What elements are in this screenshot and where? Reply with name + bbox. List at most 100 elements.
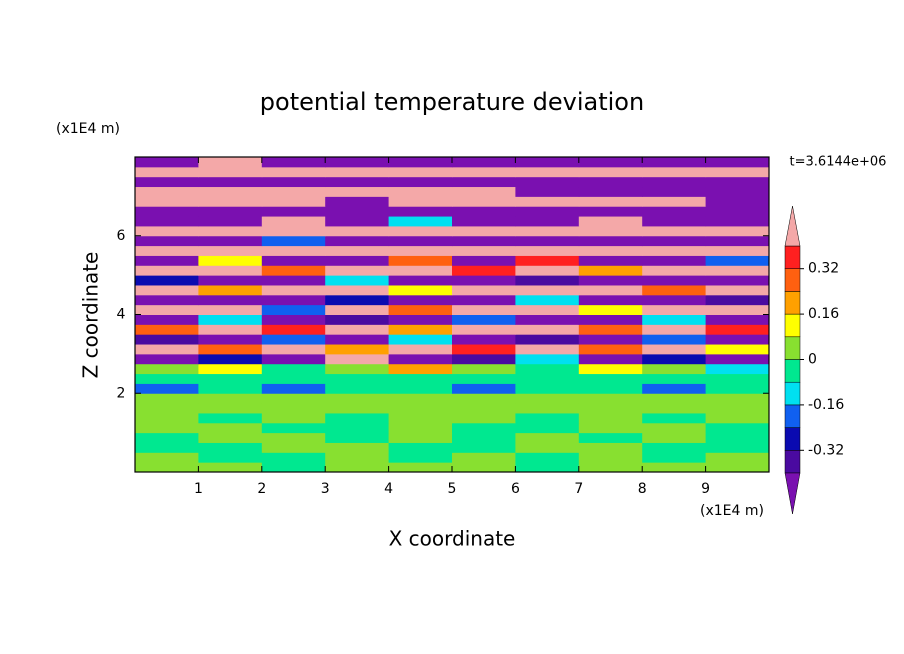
- contour-cell: [325, 403, 390, 414]
- contour-cell: [578, 412, 643, 424]
- contour-cell: [388, 176, 453, 188]
- contour-cell: [515, 166, 580, 178]
- contour-cell: [135, 176, 199, 188]
- contour-cell: [515, 265, 580, 276]
- colorbar-box: [784, 359, 801, 383]
- contour-cell: [261, 353, 326, 365]
- contour-cell: [578, 235, 643, 247]
- contour-cell: [325, 275, 390, 286]
- contour-cell: [135, 452, 199, 463]
- contour-cell: [198, 442, 263, 453]
- contour-cell: [325, 245, 390, 256]
- contour-cell: [325, 216, 390, 227]
- y-tick-label: 6: [117, 228, 126, 244]
- contour-cell: [452, 393, 516, 404]
- x-tick-label: 1: [194, 481, 203, 497]
- contour-cell: [198, 373, 263, 384]
- contour-cell: [261, 284, 326, 296]
- contour-cell: [325, 383, 390, 394]
- contour-cell: [705, 225, 770, 237]
- contour-cell: [515, 442, 580, 453]
- contour-cell: [325, 255, 390, 266]
- contour-cell: [261, 383, 326, 394]
- contour-cell: [325, 206, 390, 217]
- contour-cell: [452, 422, 516, 434]
- colorbar-box: [784, 427, 801, 451]
- colorbar-tick-label: 0: [808, 352, 817, 368]
- contour-cell: [325, 353, 390, 365]
- contour-cell: [705, 353, 770, 365]
- contour-cell: [578, 334, 643, 345]
- contour-cell: [515, 275, 580, 286]
- contour-cell: [515, 284, 580, 296]
- contour-cell: [135, 166, 199, 178]
- contour-cell: [515, 462, 580, 473]
- contour-cell: [452, 324, 516, 335]
- contour-cell: [705, 363, 770, 375]
- contour-cell: [388, 225, 453, 237]
- contour-cell: [578, 294, 643, 306]
- contour-cell: [198, 206, 263, 217]
- contour-cell: [578, 186, 643, 197]
- contour-cell: [642, 393, 707, 404]
- contour-cell: [325, 176, 390, 188]
- contour-cell: [261, 265, 326, 276]
- contour-cell: [261, 432, 326, 443]
- contour-cell: [388, 294, 453, 306]
- x-unit: (x1E4 m): [700, 503, 764, 519]
- contour-cell: [705, 255, 770, 266]
- contour-cell: [452, 186, 516, 197]
- contour-cell: [325, 314, 390, 325]
- contour-cell: [705, 216, 770, 227]
- contour-cell: [515, 373, 580, 384]
- contour-cell: [388, 363, 453, 375]
- colorbar-box: [784, 404, 801, 428]
- contour-cell: [198, 225, 263, 237]
- contour-cell: [135, 284, 199, 296]
- contour-cell: [642, 442, 707, 453]
- contour-cell: [452, 304, 516, 315]
- contour-cell: [325, 363, 390, 375]
- contour-cell: [325, 442, 390, 453]
- contour-cell: [515, 186, 580, 197]
- contour-cell: [261, 304, 326, 315]
- contour-cell: [135, 294, 199, 306]
- contour-cell: [388, 452, 453, 463]
- contour-cell: [135, 235, 199, 247]
- x-tick-label: 5: [448, 481, 457, 497]
- contour-cell: [325, 235, 390, 247]
- contour-cell: [515, 383, 580, 394]
- contour-cell: [198, 275, 263, 286]
- contour-cell: [642, 196, 707, 207]
- x-tick-label: 3: [321, 481, 330, 497]
- contour-cell: [452, 294, 516, 306]
- contour-cell: [198, 265, 263, 276]
- y-unit: (x1E4 m): [56, 121, 120, 137]
- contour-cell: [198, 216, 263, 227]
- contour-cell: [198, 383, 263, 394]
- contour-cell: [388, 304, 453, 315]
- contour-cell: [452, 314, 516, 325]
- contour-cell: [135, 275, 199, 286]
- contour-cell: [325, 265, 390, 276]
- contour-cell: [642, 294, 707, 306]
- contour-cell: [198, 422, 263, 434]
- contour-cell: [642, 383, 707, 394]
- colorbar-box: [784, 381, 801, 406]
- contour-cell: [135, 216, 199, 227]
- colorbar-box: [784, 450, 801, 474]
- contour-cell: [578, 275, 643, 286]
- contour-cell: [642, 275, 707, 286]
- contour-cell: [642, 353, 707, 365]
- contour-cell: [388, 235, 453, 247]
- colorbar-over: [784, 205, 801, 247]
- contour-cell: [261, 314, 326, 325]
- contour-cell: [325, 373, 390, 384]
- contour-cell: [325, 186, 390, 197]
- contour-cell: [642, 235, 707, 247]
- contour-cell: [578, 422, 643, 434]
- contour-cell: [515, 432, 580, 443]
- contour-cell: [198, 166, 263, 178]
- contour-cell: [705, 157, 770, 168]
- contour-cell: [388, 334, 453, 345]
